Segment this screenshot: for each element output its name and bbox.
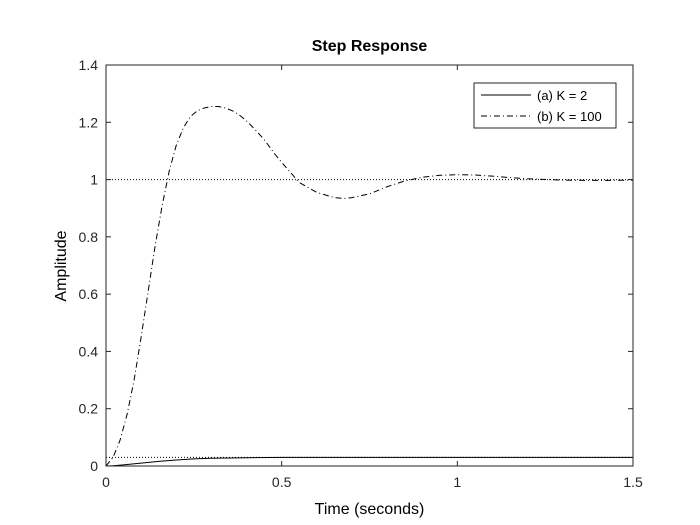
legend-label-b: (b) K = 100 [537, 109, 602, 124]
series-layer [105, 106, 634, 467]
y-tick-label: 0.8 [79, 229, 99, 245]
legend-label-a: (a) K = 2 [537, 88, 587, 103]
plot-frame [105, 64, 634, 467]
y-tick-label: 1.4 [79, 57, 99, 73]
y-tick-label: 1 [90, 172, 98, 188]
series-line-a [105, 456, 633, 467]
x-axis-label: Time (seconds) [315, 501, 425, 518]
y-tick-label: 1.2 [79, 114, 99, 130]
y-tick-label: 0.4 [79, 343, 99, 359]
y-tick-label: 0.2 [79, 401, 99, 417]
x-tick-label: 0 [102, 474, 110, 490]
y-tick-label: 0 [90, 458, 98, 474]
legend: (a) K = 2 (b) K = 100 [473, 82, 617, 129]
x-axis: 0 0.5 1 1.5 [102, 65, 643, 490]
y-axis: 0 0.2 0.4 0.6 0.8 1 1.2 1.4 [79, 57, 633, 474]
legend-box [473, 82, 617, 129]
y-axis-label: Amplitude [53, 230, 70, 301]
y-tick-label: 0.6 [79, 286, 99, 302]
chart-title: Step Response [312, 38, 428, 55]
plot-area [106, 65, 633, 466]
x-tick-label: 0.5 [272, 474, 292, 490]
x-tick-label: 1 [453, 474, 461, 490]
reference-lines [106, 179, 633, 458]
x-tick-label: 1.5 [623, 474, 643, 490]
